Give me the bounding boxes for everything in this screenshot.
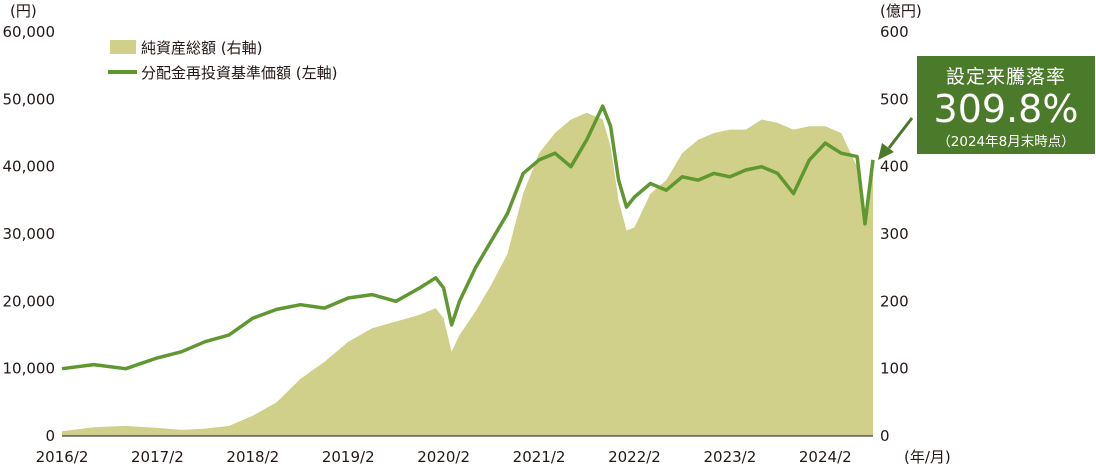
nav-line <box>61 104 875 371</box>
return-callout: 設定来騰落率 309.8% （2024年8月末時点） <box>917 56 1095 154</box>
callout-title: 設定来騰落率 <box>945 66 1066 88</box>
x-axis-tick: 2023/2 <box>703 448 756 466</box>
legend-label-net-assets: 純資産総額 (右軸) <box>141 39 262 57</box>
net-assets-area <box>62 112 873 437</box>
left-axis-tick: 10,000 <box>3 360 56 378</box>
left-axis-tick: 40,000 <box>3 158 56 176</box>
legend-label-nav: 分配金再投資基準価額 (左軸) <box>141 64 337 82</box>
legend: 純資産総額 (右軸) 分配金再投資基準価額 (左軸) <box>108 39 337 82</box>
x-axis-tick: 2016/2 <box>36 448 89 466</box>
right-axis-tick: 600 <box>880 23 909 41</box>
left-axis-tick: 20,000 <box>3 292 56 310</box>
right-axis-tick: 100 <box>880 360 909 378</box>
right-axis-tick: 0 <box>880 427 890 445</box>
right-axis-tick: 400 <box>880 158 909 176</box>
left-axis-tick: 30,000 <box>3 225 56 243</box>
left-axis-tick: 60,000 <box>3 23 56 41</box>
callout-pointer <box>878 117 914 160</box>
callout-note: （2024年8月末時点） <box>937 134 1075 150</box>
x-axis-tick: 2022/2 <box>608 448 661 466</box>
right-axis-tick: 200 <box>880 292 909 310</box>
left-axis-unit: (円) <box>10 2 37 20</box>
right-axis-tick: 500 <box>880 90 909 108</box>
right-axis-tick: 300 <box>880 225 909 243</box>
callout-value: 309.8% <box>933 87 1079 131</box>
x-axis-tick: 2020/2 <box>417 448 470 466</box>
left-axis-tick: 50,000 <box>3 90 56 108</box>
x-axis-unit: (年/月) <box>904 448 951 466</box>
x-axis-tick: 2017/2 <box>131 448 184 466</box>
left-axis-tick: 0 <box>45 427 55 445</box>
right-axis-unit: (億円) <box>880 2 922 20</box>
x-axis-tick: 2024/2 <box>799 448 852 466</box>
x-axis-tick: 2021/2 <box>513 448 566 466</box>
tick-labels: 0 10,000 20,000 30,000 40,000 50,000 60,000 0 10… <box>3 23 909 466</box>
legend-swatch-net-assets <box>110 40 136 54</box>
net-assets-area-layer <box>62 112 873 437</box>
x-axis-tick: 2019/2 <box>322 448 375 466</box>
nav-line-layer <box>61 104 875 371</box>
x-axis-tick: 2018/2 <box>226 448 279 466</box>
